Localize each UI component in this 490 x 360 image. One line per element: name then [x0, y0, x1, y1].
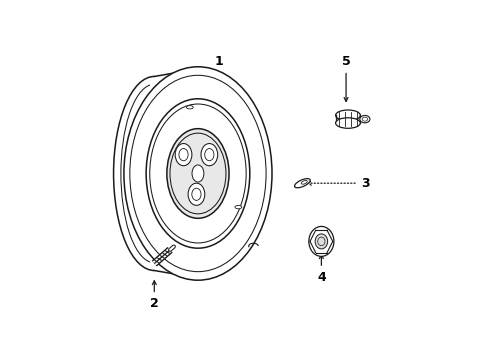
Ellipse shape	[175, 144, 192, 166]
Text: 3: 3	[307, 177, 369, 190]
Ellipse shape	[201, 144, 218, 166]
Ellipse shape	[146, 99, 250, 248]
Ellipse shape	[124, 67, 272, 280]
Ellipse shape	[309, 226, 334, 256]
Ellipse shape	[186, 105, 193, 109]
Ellipse shape	[130, 75, 266, 272]
Text: 4: 4	[317, 255, 326, 284]
Text: 1: 1	[215, 55, 223, 94]
Text: 2: 2	[150, 281, 159, 310]
Ellipse shape	[360, 116, 370, 123]
Ellipse shape	[188, 183, 205, 205]
Ellipse shape	[336, 110, 360, 121]
Ellipse shape	[167, 129, 229, 218]
Ellipse shape	[336, 118, 360, 128]
Ellipse shape	[235, 206, 242, 209]
Text: 5: 5	[342, 55, 350, 102]
Ellipse shape	[315, 234, 328, 249]
Ellipse shape	[294, 179, 310, 188]
Ellipse shape	[192, 165, 204, 182]
